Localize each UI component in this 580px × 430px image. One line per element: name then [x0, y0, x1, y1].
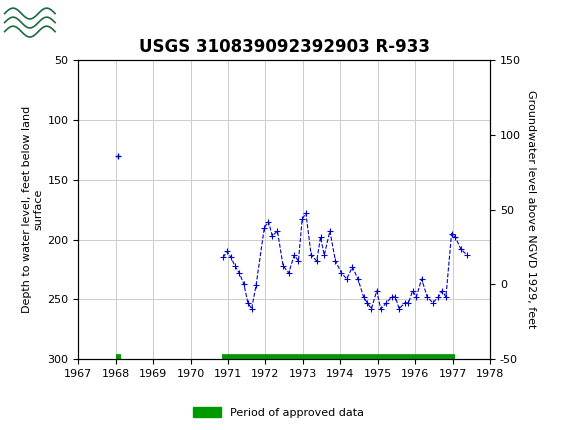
- Y-axis label: Depth to water level, feet below land
surface: Depth to water level, feet below land su…: [21, 106, 44, 313]
- Bar: [3, 3, 58, 42]
- Y-axis label: Groundwater level above NGVD 1929, feet: Groundwater level above NGVD 1929, feet: [527, 90, 536, 329]
- Title: USGS 310839092392903 R-933: USGS 310839092392903 R-933: [139, 38, 430, 56]
- Legend: Period of approved data: Period of approved data: [188, 403, 368, 422]
- Text: USGS: USGS: [67, 12, 130, 33]
